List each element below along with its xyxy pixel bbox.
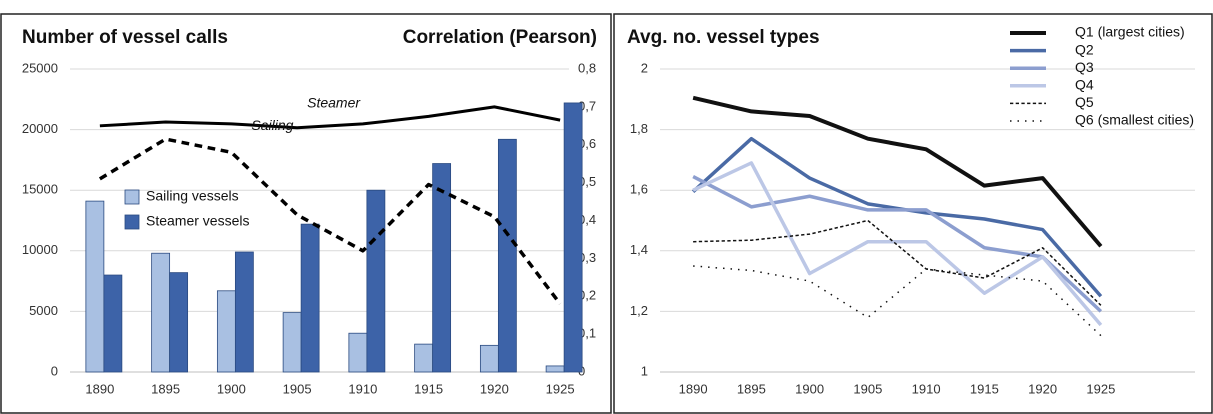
y2-axis-title: Correlation (Pearson) [403,27,597,48]
legend-label: Q5 [1075,94,1094,110]
legend-label: Q2 [1075,41,1094,57]
x-tick-label: 1905 [853,381,882,396]
y-tick-label: 1,8 [630,121,648,136]
bar [366,189,386,373]
line-series [693,219,1102,306]
bar [348,332,368,373]
panel-frame [613,13,1213,414]
bar [234,251,254,373]
y-tick-label: 1,2 [630,303,648,318]
x-tick-label: 1915 [970,381,999,396]
y-tick-label: 1,4 [630,242,648,257]
y-tick-label: 20000 [22,121,58,136]
y2-tick-label: 0,8 [578,60,596,75]
line-series [692,161,1103,327]
bar [563,102,583,373]
bar [151,252,171,373]
panel-frame [0,13,612,414]
line-series [693,265,1102,337]
bar [479,344,499,373]
x-tick-label: 1895 [151,381,180,396]
bar [300,223,320,373]
line-series [692,175,1103,313]
x-tick-label: 1900 [217,381,246,396]
legend-label: Sailing vessels [146,188,239,204]
x-tick-label: 1905 [283,381,312,396]
chart-title: Number of vessel calls [22,27,228,48]
y-tick-label: 15000 [22,182,58,197]
y-tick-label: 10000 [22,242,58,257]
legend-label: Q4 [1075,77,1094,93]
x-tick-label: 1910 [912,381,941,396]
line-series [691,136,1103,298]
y-tick-label: 5000 [29,303,58,318]
line-series [98,137,562,305]
bar [216,290,236,373]
x-tick-label: 1920 [1028,381,1057,396]
x-tick-label: 1920 [480,381,509,396]
x-tick-label: 1900 [795,381,824,396]
y-tick-label: 1 [641,363,648,378]
legend-label: Q3 [1075,59,1094,75]
legend-swatch [124,189,140,205]
x-tick-label: 1910 [348,381,377,396]
y-tick-label: 0 [51,363,58,378]
legend-label: Steamer vessels [146,213,249,229]
x-tick-label: 1890 [85,381,114,396]
legend-label: Q1 (largest cities) [1075,24,1185,40]
bar [545,365,565,373]
bar [169,272,189,373]
bar [85,200,105,373]
bar [414,343,434,373]
y-tick-label: 2 [641,60,648,75]
x-tick-label: 1915 [414,381,443,396]
line-series [692,95,1103,248]
bar [432,163,452,373]
bar [282,312,302,373]
x-tick-label: 1895 [737,381,766,396]
annotation: Sailing [251,117,293,133]
legend-swatch [124,214,140,230]
x-tick-label: 1925 [1086,381,1115,396]
x-tick-label: 1925 [546,381,575,396]
bar [497,138,517,373]
legend-label: Q6 (smallest cities) [1075,112,1194,128]
bar [103,274,123,373]
y-tick-label: 25000 [22,60,58,75]
line-series [99,105,561,130]
y-tick-label: 1,6 [630,182,648,197]
annotation: Steamer [307,94,361,110]
chart-title: Avg. no. vessel types [627,27,820,48]
x-tick-label: 1890 [679,381,708,396]
